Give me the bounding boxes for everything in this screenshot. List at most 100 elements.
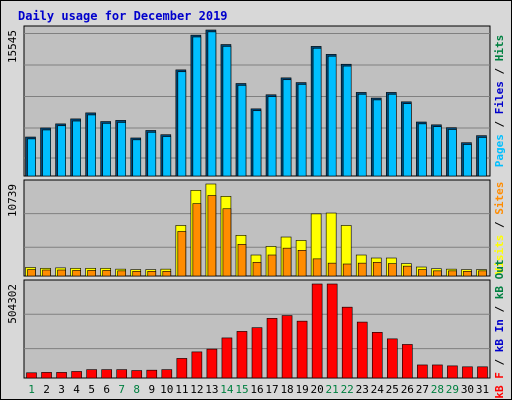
day-label-19: 19 <box>295 383 308 396</box>
bar-sites-day-12 <box>192 203 202 277</box>
bar-sites-day-22 <box>342 263 352 277</box>
day-label-10: 10 <box>160 383 173 396</box>
bar-kb-f-day-26 <box>402 344 413 379</box>
day-label-17: 17 <box>265 383 278 396</box>
bar-kb-f-day-25 <box>386 338 398 379</box>
bar-kb-f-day-11 <box>176 358 188 379</box>
legend-part: Hits <box>493 35 506 62</box>
day-label-22: 22 <box>341 383 354 396</box>
bar-files-day-8 <box>132 139 142 177</box>
day-label-27: 27 <box>416 383 429 396</box>
axis-legend: Pages / Files / Hits <box>493 35 506 168</box>
day-label-11: 11 <box>175 383 188 396</box>
bar-files-day-9 <box>147 132 157 177</box>
day-label-24: 24 <box>371 383 385 396</box>
bar-kb-f-day-12 <box>191 351 203 379</box>
bar-files-day-13 <box>207 31 217 177</box>
bar-sites-day-1 <box>27 269 36 277</box>
axis-legend: Visits / Sites <box>493 182 506 275</box>
day-label-13: 13 <box>205 383 218 396</box>
day-label-26: 26 <box>401 383 414 396</box>
day-label-18: 18 <box>280 383 293 396</box>
bar-files-day-20 <box>312 47 322 177</box>
bar-sites-day-29 <box>448 270 457 277</box>
bar-kb-f-day-5 <box>86 369 97 379</box>
bar-sites-day-26 <box>403 265 412 277</box>
bar-files-day-2 <box>42 129 51 177</box>
bar-files-day-22 <box>342 65 352 177</box>
bar-files-day-19 <box>297 84 307 177</box>
bar-sites-day-19 <box>297 249 307 277</box>
bar-kb-f-day-27 <box>417 364 428 379</box>
bar-sites-day-2 <box>42 269 51 277</box>
bar-files-day-18 <box>282 79 292 177</box>
legend-part: kB F <box>493 372 506 399</box>
bar-kb-f-day-30 <box>462 366 473 379</box>
bar-sites-day-9 <box>147 270 157 277</box>
panel-middle: 10739 Visits / Sites <box>6 179 506 277</box>
bar-sites-day-5 <box>87 270 96 277</box>
bar-files-day-25 <box>387 93 397 177</box>
bar-sites-day-14 <box>222 208 232 277</box>
bar-files-day-15 <box>237 85 247 177</box>
day-label-1: 1 <box>28 383 35 396</box>
bar-kb-f-day-13 <box>206 348 218 379</box>
day-label-4: 4 <box>73 383 80 396</box>
bar-files-day-26 <box>403 103 412 177</box>
day-label-6: 6 <box>103 383 110 396</box>
bar-files-day-24 <box>372 99 382 177</box>
bar-files-day-12 <box>192 36 202 177</box>
bar-kb-f-day-29 <box>447 365 458 379</box>
bar-files-day-10 <box>162 136 172 177</box>
day-label-28: 28 <box>431 383 444 396</box>
bar-kb-f-day-16 <box>251 327 263 379</box>
bar-kb-f-day-1 <box>26 372 37 379</box>
legend-part: / <box>493 215 506 235</box>
bar-kb-f-day-10 <box>161 369 173 379</box>
bar-kb-f-day-4 <box>71 371 82 379</box>
legend-part: / <box>493 61 506 81</box>
day-label-29: 29 <box>446 383 459 396</box>
bar-files-day-6 <box>102 123 111 177</box>
bar-sites-day-27 <box>418 269 427 277</box>
bar-files-day-27 <box>418 123 427 177</box>
day-label-7: 7 <box>118 383 125 396</box>
bar-sites-day-20 <box>312 258 322 277</box>
bar-sites-day-13 <box>207 195 217 277</box>
bar-sites-day-3 <box>57 269 66 277</box>
bar-kb-f-day-14 <box>221 337 233 379</box>
bar-files-day-17 <box>267 96 277 177</box>
legend-part: Files <box>493 81 506 114</box>
bar-files-day-14 <box>222 46 232 177</box>
bar-files-day-21 <box>327 55 337 177</box>
bar-kb-f-day-20 <box>311 283 323 379</box>
bar-sites-day-16 <box>252 261 262 277</box>
day-label-8: 8 <box>133 383 140 396</box>
bar-files-day-7 <box>117 122 127 177</box>
day-label-31: 31 <box>476 383 489 396</box>
bar-sites-day-28 <box>433 270 442 277</box>
bar-kb-f-day-31 <box>477 366 488 379</box>
bar-files-day-5 <box>87 114 96 177</box>
bar-kb-f-day-8 <box>131 370 143 379</box>
y-max-label: 15545 <box>6 30 19 63</box>
day-label-21: 21 <box>326 383 339 396</box>
bar-files-day-16 <box>252 110 262 177</box>
bar-kb-f-day-2 <box>41 372 52 379</box>
bar-kb-f-day-3 <box>56 372 67 379</box>
bar-sites-day-24 <box>372 261 382 277</box>
bar-sites-day-31 <box>478 270 487 277</box>
bar-sites-day-17 <box>267 254 277 277</box>
bar-sites-day-4 <box>72 270 81 277</box>
panel-top: 15545 Pages / Files / Hits <box>6 25 506 177</box>
day-label-14: 14 <box>220 383 234 396</box>
bar-files-day-29 <box>448 129 457 177</box>
day-label-25: 25 <box>386 383 399 396</box>
day-label-23: 23 <box>356 383 369 396</box>
bar-sites-day-10 <box>162 270 172 277</box>
bar-kb-f-day-24 <box>371 332 383 379</box>
bar-kb-f-day-18 <box>281 315 293 379</box>
legend-part: Pages <box>493 134 506 167</box>
y-max-label: 10739 <box>6 184 19 217</box>
